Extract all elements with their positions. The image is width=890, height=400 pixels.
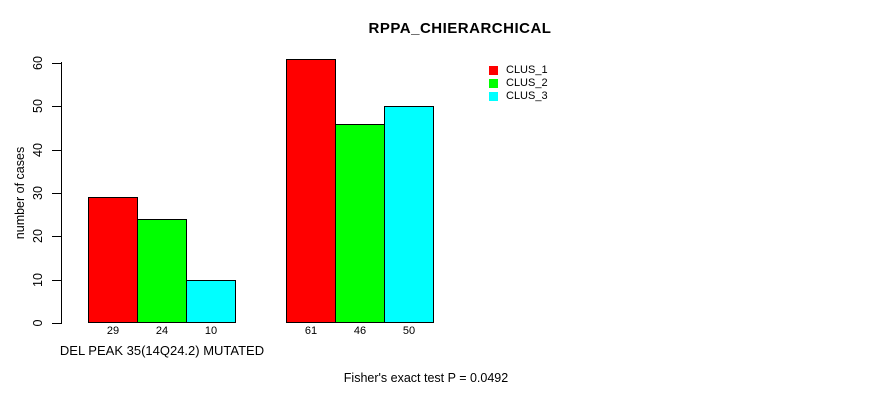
bar-value-label: 10 — [204, 325, 218, 337]
y-tick-mark — [52, 236, 62, 237]
bar-value-label: 50 — [402, 325, 416, 337]
bar-clus_3-group1 — [186, 280, 236, 323]
y-tick-mark — [52, 193, 62, 194]
bar-clus_3-group2 — [384, 106, 434, 323]
bar-value-label: 61 — [304, 325, 318, 337]
y-tick-mark — [52, 280, 62, 281]
fisher-test-annotation: Fisher's exact test P = 0.0492 — [343, 371, 509, 385]
legend-label: CLUS_1 — [506, 64, 548, 76]
bar-value-label: 46 — [353, 325, 367, 337]
bar-value-label: 24 — [155, 325, 169, 337]
bar-clus_1-group1 — [88, 197, 138, 323]
legend-swatch-icon — [489, 92, 498, 101]
x-axis-group-label: DEL PEAK 35(14Q24.2) MUTATED — [59, 343, 265, 358]
y-tick-mark — [52, 150, 62, 151]
legend-label: CLUS_3 — [506, 90, 548, 102]
legend-swatch-icon — [489, 79, 498, 88]
bar-clus_2-group1 — [137, 219, 187, 323]
bar-clus_1-group2 — [286, 59, 336, 323]
legend: CLUS_1 CLUS_2 CLUS_3 — [489, 64, 548, 103]
legend-swatch-icon — [489, 66, 498, 75]
bar-value-label: 29 — [106, 325, 120, 337]
bar-clus_2-group2 — [335, 124, 385, 323]
chart-title: RPPA_CHIERARCHICAL — [368, 20, 552, 37]
y-tick-mark — [52, 106, 62, 107]
legend-item-clus_1: CLUS_1 — [489, 64, 548, 77]
y-tick-mark — [52, 323, 62, 324]
legend-item-clus_3: CLUS_3 — [489, 90, 548, 103]
y-tick-mark — [52, 63, 62, 64]
legend-item-clus_2: CLUS_2 — [489, 77, 548, 90]
legend-label: CLUS_2 — [506, 77, 548, 89]
